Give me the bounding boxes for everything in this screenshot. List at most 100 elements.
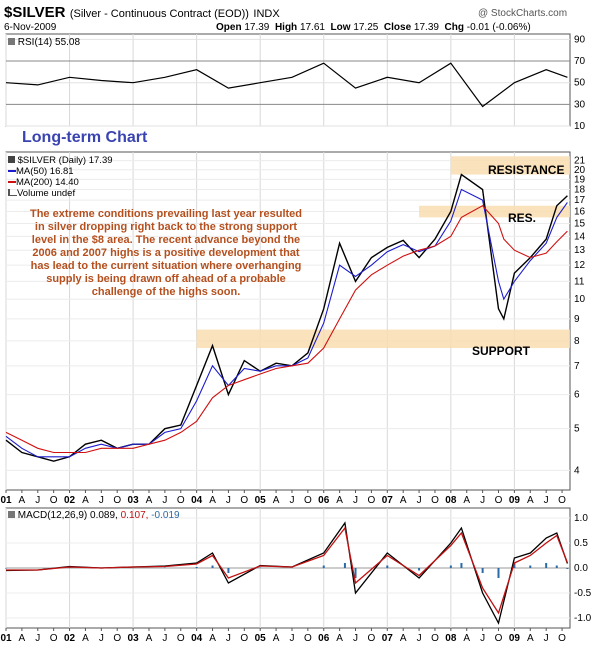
price-legend: $SILVER (Daily) 17.39 MA(50) 16.81 MA(20… [8,155,113,199]
rsi-tick-label: 70 [574,56,586,67]
macd-xtick-label: O [558,633,566,644]
price-xtick-label: O [431,495,439,506]
price-xtick-label: J [162,495,167,506]
macd-signal-line [6,526,569,615]
price-xtick-label: O [177,495,185,506]
macd-xtick-label: J [35,633,40,644]
price-tick-label: 9 [574,314,580,325]
price-xtick-label: J [226,495,231,506]
price-xtick-label: O [558,495,566,506]
price-xtick-label: 01 [0,495,12,506]
price-tick-label: 12 [574,260,586,271]
price-xtick-label: 04 [191,495,203,506]
price-xtick-label: A [273,495,280,506]
chg-label: Chg [444,22,464,33]
ma50-swatch [8,170,16,173]
high-label: High [274,22,298,33]
long-term-title: Long-term Chart [22,129,148,146]
macd-xtick-label: A [336,633,343,644]
price-band-2 [196,329,570,349]
legend-volume: Volume undef [8,188,113,199]
price-tick-label: 18 [574,184,586,195]
legend-ma200-text: MA(200) 14.40 [16,177,79,188]
rsi-tick-label: 50 [574,78,586,89]
macd-xtick-label: O [431,633,439,644]
ma50-line [5,188,568,458]
commentary-note: The extreme conditions prevailing last y… [29,208,303,298]
rsi-legend: RSI(14) 55.08 [8,37,80,48]
macd-legend: MACD(12,26,9) 0.089, 0.107, -0.019 [8,510,180,521]
chg-value: -0.01 (-0.06%) [466,22,531,33]
price-band-1 [419,205,570,218]
low-value: 17.25 [353,22,379,33]
price-xtick-label: 02 [64,495,76,506]
price-xtick-label: A [82,495,89,506]
price-tick-label: 16 [574,206,586,217]
price-xtick-label: 09 [509,495,521,506]
legend-ma50-text: MA(50) 16.81 [16,166,74,177]
close-label: Close [383,22,412,33]
price-xtick-label: 03 [128,495,140,506]
price-line [5,173,568,462]
chart-header: $SILVER (Silver - Continuous Contract (E… [4,4,280,22]
price-xtick-label: J [353,495,358,506]
macd-xtick-label: A [82,633,89,644]
macd-xtick-label: J [289,633,294,644]
macd-xtick-label: O [177,633,185,644]
price-xtick-label: O [113,495,121,506]
macd-tick-label: 0.5 [574,538,588,549]
legend-ma200: MA(200) 14.40 [8,177,113,188]
macd-v3: -0.019 [151,510,180,521]
legend-price: $SILVER (Daily) 17.39 [8,155,113,166]
price-tick-label: 8 [574,336,580,347]
macd-tick-label: -1.0 [574,613,592,624]
price-xtick-label: A [463,495,470,506]
price-xtick-label: A [336,495,343,506]
macd-xtick-label: 01 [0,633,12,644]
price-tick-label: 14 [574,231,586,242]
macd-xtick-label: J [162,633,167,644]
open-value: 17.39 [244,22,270,33]
price-xtick-label: 07 [382,495,394,506]
macd-xtick-label: A [463,633,470,644]
price-tick-label: 17 [574,195,586,206]
macd-v2: 0.107, [120,510,149,521]
close-value: 17.39 [413,22,439,33]
macd-v1: 0.089, [90,510,118,521]
price-xtick-label: 05 [255,495,267,506]
ohlc-line: Open 17.39 High 17.61 Low 17.25 Close 17… [216,22,531,33]
price-xtick-label: A [527,495,534,506]
price-xtick-label: O [495,495,503,506]
macd-xtick-label: J [417,633,422,644]
open-label: Open [216,22,242,33]
macd-xtick-label: A [527,633,534,644]
price-legend-marker [8,156,15,163]
ma200-swatch [8,181,16,184]
macd-xtick-label: O [113,633,121,644]
price-xtick-label: O [368,495,376,506]
rsi-tick-label: 90 [574,34,586,45]
macd-xtick-label: 08 [445,633,457,644]
rsi-tick-label: 10 [574,121,586,132]
macd-xtick-label: A [19,633,26,644]
macd-xtick-label: 06 [318,633,330,644]
price-tick-label: 20 [574,165,586,176]
rsi-value: 55.08 [55,37,81,48]
macd-xtick-label: O [495,633,503,644]
symbol: $SILVER [4,4,66,21]
volume-legend-marker [8,189,17,196]
description: (Silver - Continuous Contract (EOD)) [69,8,249,20]
price-xtick-label: 08 [445,495,457,506]
macd-xtick-label: 04 [191,633,203,644]
macd-tick-label: 1.0 [574,513,588,524]
price-xtick-label: 06 [318,495,330,506]
macd-xtick-label: J [226,633,231,644]
ma200-line [5,205,568,454]
price-tick-label: 19 [574,174,586,185]
copyright: @ StockCharts.com [478,8,568,19]
high-value: 17.61 [299,22,325,33]
macd-xtick-label: O [240,633,248,644]
support-label: SUPPORT [472,344,531,358]
price-xtick-label: A [209,495,216,506]
